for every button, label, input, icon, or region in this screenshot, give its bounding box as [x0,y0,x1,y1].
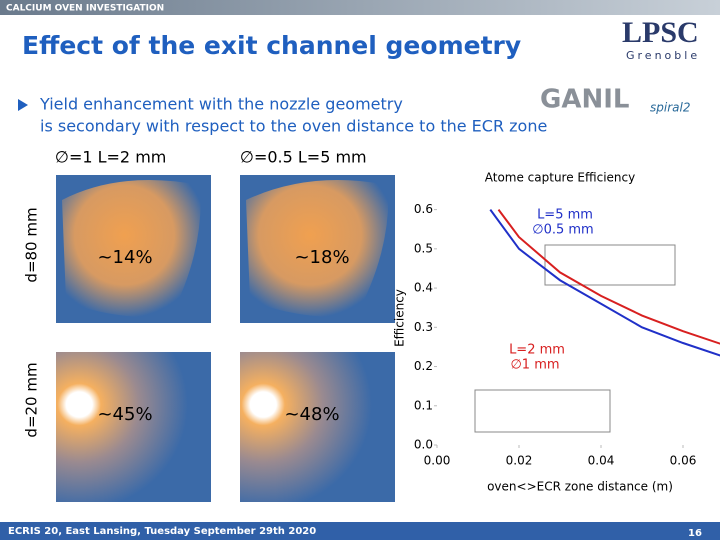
logo: GANIL [540,85,629,115]
y-axis-label: Efficiency [393,289,407,347]
column-label: ∅=0.5 L=5 mm [240,148,367,167]
header-bar [0,0,720,15]
map-label: ~18% [294,247,349,268]
nozzle-diagram [544,244,676,286]
bullet-text: is secondary with respect to the oven di… [40,117,547,136]
x-tick-label: 0.02 [506,454,533,468]
row-label: d=20 mm [23,362,41,437]
line-series [489,209,720,357]
column-label: ∅=1 L=2 mm [55,148,166,167]
chart: Atome capture Efficiency Efficiency oven… [393,171,676,494]
line-series [497,209,720,345]
footer-bar [0,522,720,540]
row-label: d=80 mm [23,207,41,282]
logo: spiral2 [650,101,690,115]
y-tick-label: 0.6 [414,202,433,216]
x-tick-label: 0.00 [424,454,451,468]
heatmap-blob [62,180,201,318]
chart-title: Atome capture Efficiency [485,171,635,185]
x-tick-label: 0.06 [670,454,697,468]
x-tick-label: 0.04 [588,454,615,468]
map-label: ~48% [284,404,339,425]
nozzle-diagram [474,389,611,433]
annotation: ∅1 mm [510,358,559,373]
y-tick-label: 0.3 [414,320,433,334]
bullet-text: Yield enhancement with the nozzle geomet… [39,95,403,114]
annotation: ∅0.5 mm [532,223,593,238]
y-tick-label: 0.5 [414,241,433,255]
heatmap [240,352,395,502]
header: CALCIUM OVEN INVESTIGATION [6,4,164,14]
x-axis-label: oven<>ECR zone distance (m) [487,480,673,494]
map-label: ~14% [97,247,152,268]
y-tick-label: 0.1 [414,398,433,412]
y-tick-label: 0.2 [414,359,433,373]
slide-title: Effect of the exit channel geometry [22,31,521,60]
bullet-marker [18,99,28,111]
heatmap [56,352,211,502]
map-label: ~45% [97,404,152,425]
logo: LPSC [622,16,699,49]
heatmaps [56,175,395,502]
annotation: L=2 mm [509,343,565,358]
heatmap-blob [246,180,389,318]
page-number: 16 [688,528,702,539]
y-tick-label: 0.4 [414,281,433,295]
footer: ECRIS 20, East Lansing, Tuesday Septembe… [8,526,316,537]
logo: Grenoble [626,49,700,62]
annotation: L=5 mm [537,208,593,223]
y-tick-label: 0.0 [414,438,433,452]
